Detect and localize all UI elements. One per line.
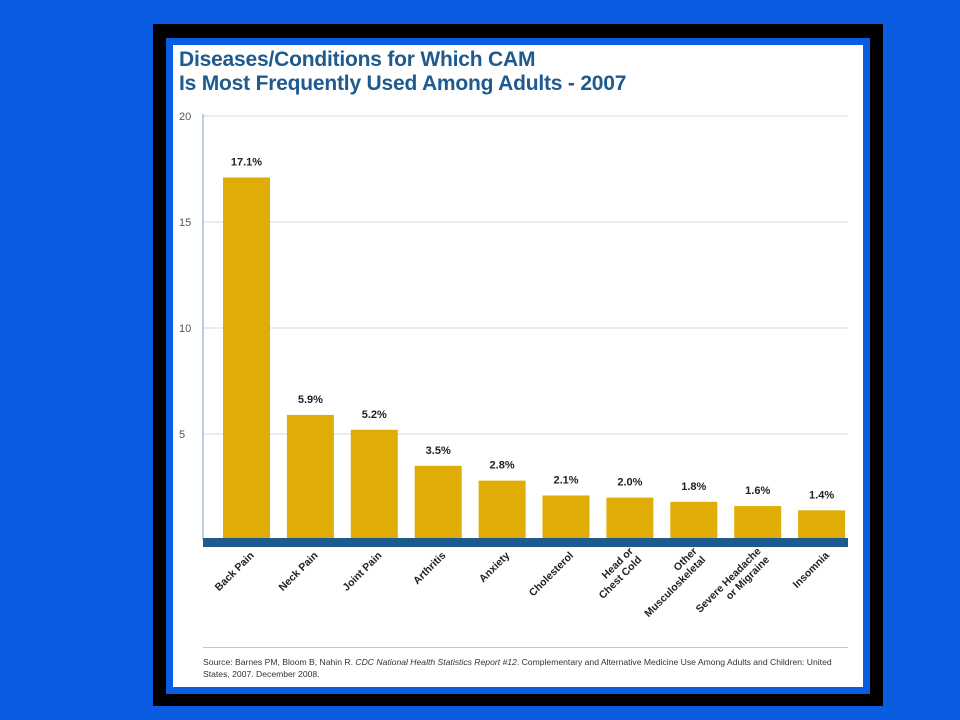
x-tick-label: Arthritis	[411, 550, 448, 587]
data-label: 2.0%	[617, 477, 642, 489]
bar	[542, 495, 590, 540]
data-label: 5.2%	[362, 409, 387, 421]
bar	[734, 506, 782, 540]
y-tick-label: 20	[179, 111, 191, 123]
x-tick-label: Insomnia	[791, 550, 832, 591]
x-tick-label: Anxiety	[477, 550, 512, 585]
bar	[798, 510, 846, 540]
y-tick-label: 15	[179, 217, 191, 229]
source-note: Source: Barnes PM, Bloom B, Nahin R. CDC…	[203, 656, 853, 680]
bar	[670, 501, 718, 540]
data-label: 1.8%	[681, 481, 706, 493]
source-suffix: . Complementary and Alternative Medicine…	[203, 657, 832, 679]
x-axis-baseline	[203, 538, 848, 547]
source-divider	[203, 647, 848, 648]
bar	[478, 480, 526, 540]
data-label: 1.6%	[745, 485, 770, 497]
chart-card	[173, 45, 863, 687]
y-tick-label: 10	[179, 323, 191, 335]
chart-title-line-1: Diseases/Conditions for Which CAM	[179, 48, 536, 71]
chart-title: Diseases/Conditions for Which CAM Is Mos…	[179, 48, 779, 96]
x-tick-label: Back Pain	[213, 550, 257, 594]
data-label: 1.4%	[809, 489, 834, 501]
x-tick-label: Cholesterol	[527, 550, 576, 599]
data-label: 2.1%	[553, 474, 578, 486]
source-report-title: CDC National Health Statistics Report #1…	[355, 657, 517, 667]
data-label: 17.1%	[231, 156, 262, 168]
bar	[350, 429, 398, 540]
bar	[606, 497, 654, 540]
data-label: 3.5%	[426, 445, 451, 457]
x-tick-label: Neck Pain	[277, 550, 321, 594]
x-tick-label: Head orChest Cold	[588, 545, 644, 601]
x-tick-label: Severe Headacheor Migraine	[694, 545, 773, 624]
bar	[414, 465, 462, 540]
data-label: 5.9%	[298, 394, 323, 406]
x-tick-label: Joint Pain	[340, 550, 384, 594]
source-prefix: Source: Barnes PM, Bloom B, Nahin R.	[203, 657, 356, 667]
bar	[286, 414, 334, 540]
bar	[223, 177, 270, 541]
y-tick-label: 5	[179, 429, 185, 441]
chart-title-line-2: Is Most Frequently Used Among Adults - 2…	[179, 72, 627, 95]
data-label: 2.8%	[490, 460, 515, 472]
